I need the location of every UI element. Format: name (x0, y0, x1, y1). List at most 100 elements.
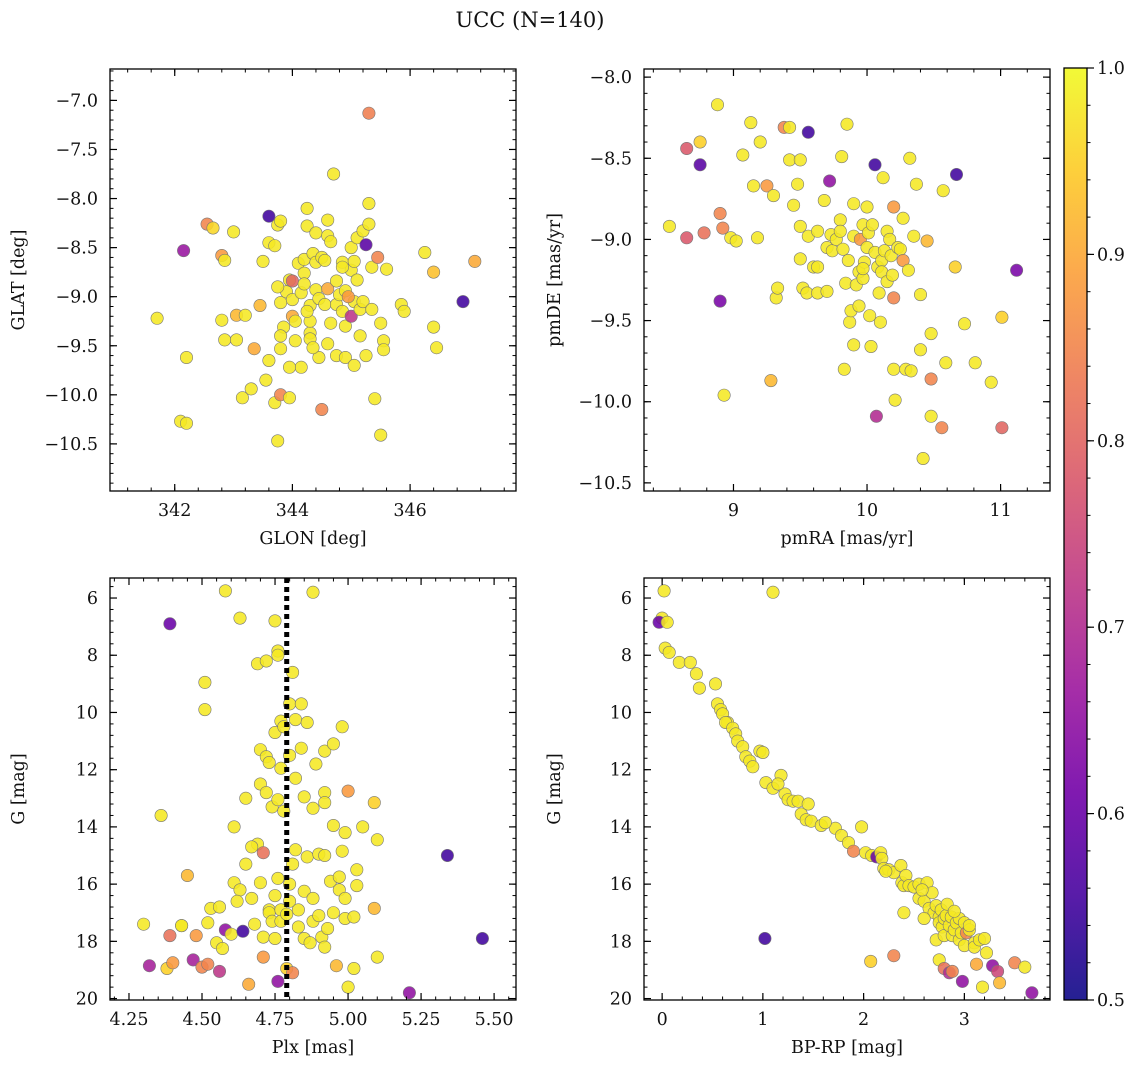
data-point (993, 976, 1007, 990)
data-point (760, 179, 774, 193)
data-point (362, 106, 376, 120)
data-point (868, 158, 882, 172)
data-point (262, 755, 276, 769)
data-point (227, 820, 241, 834)
data-point (356, 295, 370, 309)
data-point (917, 911, 931, 925)
data-point (294, 697, 308, 711)
ticks: 4.25 4.50 4.75 5.00 5.25 5.50 6 8 10 12 14 16 18 20 (76, 578, 516, 1030)
data-point (841, 254, 855, 268)
data-point (271, 280, 285, 294)
data-point (876, 171, 890, 185)
data-point (793, 219, 807, 233)
x-axis-label: BP-RP [mag] (791, 1038, 903, 1058)
data-point (713, 207, 727, 221)
data-point (341, 980, 355, 994)
data-point (750, 231, 764, 245)
data-point (945, 964, 959, 978)
data-point (324, 235, 338, 249)
data-point (282, 360, 296, 374)
data-point (350, 863, 364, 877)
data-point (347, 910, 361, 924)
data-point (864, 954, 878, 968)
data-point (380, 262, 394, 276)
data-point (268, 239, 282, 253)
panel-sky: 342 344 346 −10.5 −10.0 −9.5 −9.0 −8.5 −8.0 −7.5 −… (9, 68, 517, 549)
y-tick-label: 10 (76, 703, 98, 723)
data-point (326, 818, 340, 832)
data-point (766, 585, 780, 599)
data-point (315, 402, 329, 416)
data-point (865, 218, 879, 232)
data-point (213, 964, 227, 978)
data-point (710, 98, 724, 112)
data-point (268, 889, 282, 903)
data-point (847, 197, 861, 211)
data-point (801, 125, 815, 139)
data-point (692, 681, 706, 695)
y-tick-label: −7.0 (56, 91, 99, 111)
data-point (274, 296, 288, 310)
data-point (324, 316, 338, 330)
data-point (879, 864, 893, 878)
x-tick-label: 10 (856, 501, 878, 521)
data-point (271, 871, 285, 885)
data-point (680, 231, 694, 245)
data-point (402, 986, 416, 1000)
data-point (347, 254, 361, 268)
y-tick-label: −8.0 (56, 190, 99, 210)
data-point (274, 214, 288, 228)
data-point (991, 964, 1005, 978)
y-tick-label: 12 (610, 761, 632, 781)
x-tick-label: 2 (858, 1010, 869, 1030)
data-point (984, 375, 998, 389)
data-point (268, 931, 282, 945)
y-tick-label: 20 (76, 990, 98, 1010)
data-point (957, 317, 971, 331)
scatter-points (150, 106, 482, 448)
panel-plx-g: 4.25 4.50 4.75 5.00 5.25 5.50 6 8 10 12 14 16 18 20 Pl… (9, 577, 517, 1058)
data-point (847, 338, 861, 352)
data-point (883, 232, 897, 246)
data-point (321, 213, 335, 227)
data-point (309, 226, 323, 240)
data-point (753, 135, 767, 149)
y-tick-label: 8 (621, 646, 632, 666)
data-point (916, 451, 930, 465)
colorbar-tick-label: 0.7 (1097, 618, 1125, 638)
data-point (186, 953, 200, 967)
data-point (198, 703, 212, 717)
data-point (903, 151, 917, 165)
data-point (746, 179, 760, 193)
data-point (297, 277, 311, 291)
y-tick-label: 16 (76, 875, 98, 895)
data-point (856, 262, 870, 276)
data-point (708, 677, 722, 691)
data-point (817, 194, 831, 208)
data-point (338, 350, 352, 364)
x-tick-label: 1 (757, 1010, 768, 1030)
data-point (901, 263, 915, 277)
data-point (271, 974, 285, 988)
panel-proper-motion: 9 10 11 −10.5 −10.0 −9.5 −9.0 −8.5 −8.0 pmRA [mas… (545, 68, 1051, 549)
data-point (837, 362, 851, 376)
data-point (657, 584, 671, 598)
data-point (312, 350, 326, 364)
data-point (150, 311, 164, 325)
y-axis-label: G [mag] (545, 753, 565, 824)
data-point (440, 848, 454, 862)
data-point (230, 894, 244, 908)
axes-frame (109, 68, 517, 492)
y-tick-label: −10.5 (578, 474, 632, 494)
axes-frame (643, 577, 1051, 1001)
data-point (949, 168, 963, 182)
data-point (271, 648, 285, 662)
x-tick-label: 9 (728, 501, 739, 521)
data-point (274, 329, 288, 343)
data-point (864, 339, 878, 353)
data-point (430, 341, 444, 355)
data-point (294, 741, 308, 755)
x-axis-label: GLON [deg] (259, 529, 366, 549)
data-point (746, 760, 760, 774)
y-tick-label: 20 (610, 990, 632, 1010)
